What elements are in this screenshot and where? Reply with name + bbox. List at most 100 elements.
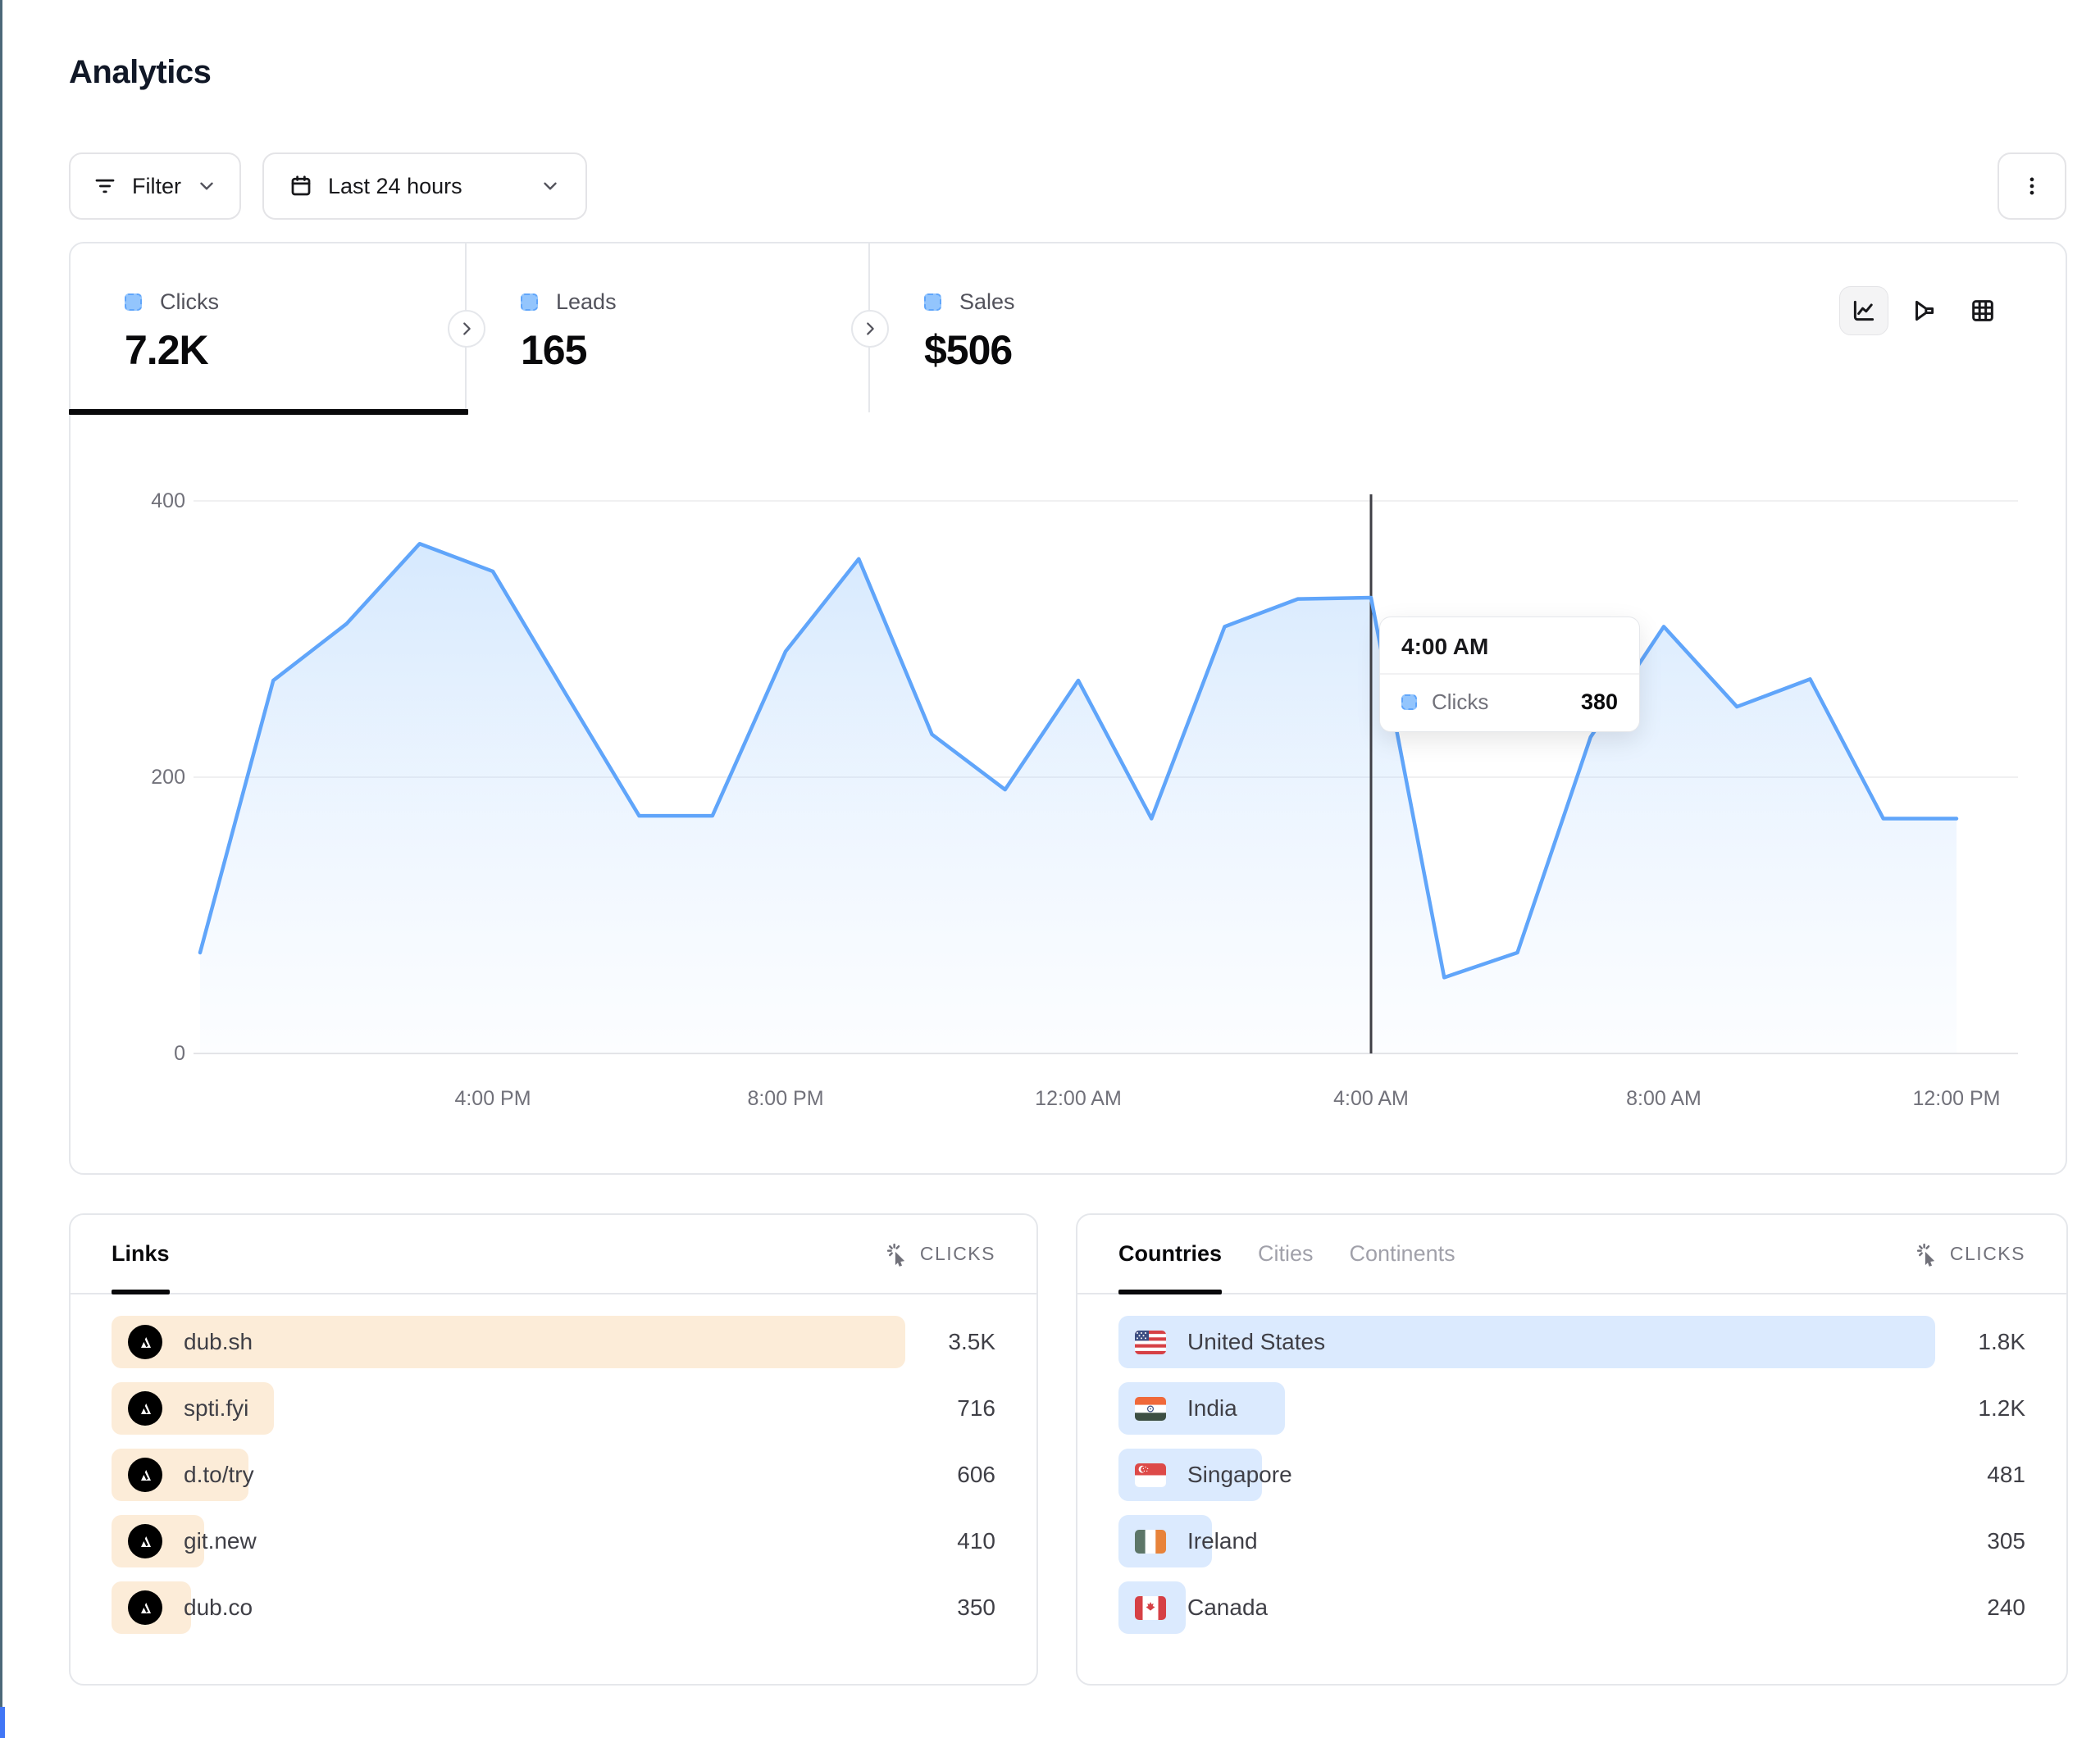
x-axis-tick-label: 12:00 AM <box>1035 1087 1122 1110</box>
dub-logo-icon <box>128 1391 162 1426</box>
tab-countries[interactable]: Countries <box>1118 1215 1223 1294</box>
country-row[interactable]: Canada 240 <box>1118 1581 2025 1634</box>
row-value: 3.5K <box>948 1329 995 1354</box>
row-label: Ireland <box>1187 1528 1258 1554</box>
ie-flag-icon <box>1135 1529 1166 1554</box>
country-row[interactable]: Singapore 481 <box>1118 1449 2025 1501</box>
link-row[interactable]: git.new 410 <box>112 1515 995 1567</box>
dub-logo-icon <box>128 1590 162 1625</box>
stat-value: 7.2K <box>125 327 209 373</box>
row-label: Singapore <box>1187 1462 1292 1487</box>
country-row[interactable]: United States 1.8K <box>1118 1316 2025 1368</box>
stat-label: Sales <box>959 289 1015 314</box>
row-value: 481 <box>1987 1462 2025 1487</box>
row-label: India <box>1187 1395 1237 1421</box>
tab-cities[interactable]: Cities <box>1258 1241 1314 1266</box>
country-row[interactable]: Ireland 305 <box>1118 1515 2025 1567</box>
bar-area: dub.sh <box>112 1316 905 1368</box>
stats-row: Clicks 7.2K Leads 165 Sales $506 <box>69 243 2066 415</box>
countries-metric-toggle[interactable]: CLICKS <box>1916 1242 2025 1267</box>
bottom-left-fragment <box>0 1707 5 1738</box>
link-row[interactable]: spti.fyi 716 <box>112 1382 995 1435</box>
link-row[interactable]: dub.co 350 <box>112 1581 995 1634</box>
y-axis-tick-label: 0 <box>174 1042 185 1065</box>
chevron-down-icon <box>196 175 217 197</box>
bar-area: dub.co <box>112 1581 905 1634</box>
date-range-button[interactable]: Last 24 hours <box>262 152 587 220</box>
grid-icon <box>1969 297 1997 325</box>
sales-legend-swatch <box>924 293 941 311</box>
dub-logo-icon <box>128 1524 162 1558</box>
countries-panel: Countries Cities Continents CLICKS United … <box>1076 1213 2068 1686</box>
filter-button-label: Filter <box>132 173 181 198</box>
chart-view-toggles <box>1839 286 2007 335</box>
countries-metric-label: CLICKS <box>1949 1243 2025 1264</box>
x-axis-tick-label: 12:00 PM <box>1912 1087 2000 1110</box>
bar-area: spti.fyi <box>112 1382 905 1435</box>
date-range-label: Last 24 hours <box>328 173 462 198</box>
row-label: dub.sh <box>184 1329 253 1354</box>
bar-area: Ireland <box>1118 1515 1935 1567</box>
chevron-right-button[interactable] <box>851 310 889 348</box>
line-chart-view-button[interactable] <box>1839 286 1888 335</box>
y-axis-tick-label: 200 <box>151 766 185 789</box>
tooltip-time: 4:00 AM <box>1380 617 1639 675</box>
filter-button[interactable]: Filter <box>69 152 241 220</box>
calendar-icon <box>289 174 313 198</box>
row-label: United States <box>1187 1329 1326 1354</box>
ca-flag-icon <box>1135 1595 1166 1620</box>
x-axis-tick-label: 8:00 AM <box>1626 1087 1701 1110</box>
chevron-right-button[interactable] <box>448 310 485 348</box>
row-value: 606 <box>957 1462 995 1487</box>
x-axis-tick-label: 8:00 PM <box>747 1087 823 1110</box>
value-bar <box>1118 1316 1935 1368</box>
active-stat-underline <box>69 409 468 415</box>
cursor-click-icon <box>886 1242 910 1267</box>
analytics-card: Clicks 7.2K Leads 165 Sales $506 <box>69 242 2067 1175</box>
leads-legend-swatch <box>521 293 538 311</box>
stat-tab-leads[interactable]: Leads 165 <box>467 243 870 412</box>
link-row[interactable]: dub.sh 3.5K <box>112 1316 995 1368</box>
row-label: dub.co <box>184 1595 253 1620</box>
x-axis-tick-label: 4:00 PM <box>454 1087 531 1110</box>
funnel-icon <box>1910 297 1938 325</box>
bar-area: Singapore <box>1118 1449 1935 1501</box>
page-left-edge-divider <box>0 0 2 1738</box>
links-metric-toggle[interactable]: CLICKS <box>886 1242 995 1267</box>
country-row[interactable]: India 1.2K <box>1118 1382 2025 1435</box>
chart-tooltip: 4:00 AM Clicks 380 <box>1379 616 1640 732</box>
funnel-view-button[interactable] <box>1900 287 1947 334</box>
tooltip-series-swatch <box>1401 694 1417 710</box>
bar-area: United States <box>1118 1316 1935 1368</box>
clicks-series-line <box>198 541 1959 980</box>
links-panel: Links CLICKS dub.sh 3.5K spti.fyi 716 d.to/t… <box>69 1213 1038 1686</box>
row-value: 1.8K <box>1978 1329 2025 1354</box>
row-value: 305 <box>1987 1528 2025 1554</box>
link-row[interactable]: d.to/try 606 <box>112 1449 995 1501</box>
tooltip-value: 380 <box>1580 689 1618 714</box>
more-options-button[interactable] <box>1998 152 2066 220</box>
row-label: d.to/try <box>184 1462 254 1487</box>
stat-tab-clicks[interactable]: Clicks 7.2K <box>69 243 468 415</box>
row-label: Canada <box>1187 1595 1269 1620</box>
table-view-button[interactable] <box>1959 287 2007 334</box>
links-metric-label: CLICKS <box>919 1243 995 1264</box>
row-label: git.new <box>184 1528 257 1554</box>
cursor-click-icon <box>1916 1242 1940 1267</box>
filter-lines-icon <box>93 174 117 198</box>
stat-value: 165 <box>521 327 587 373</box>
tab-continents[interactable]: Continents <box>1349 1241 1455 1266</box>
row-value: 240 <box>1987 1595 2025 1620</box>
y-axis-tick-label: 400 <box>151 489 185 512</box>
tab-links[interactable]: Links <box>112 1215 170 1294</box>
chevron-down-icon <box>540 175 561 197</box>
in-flag-icon <box>1135 1396 1166 1421</box>
stat-label: Clicks <box>160 289 219 314</box>
sg-flag-icon <box>1135 1463 1166 1487</box>
clicks-legend-swatch <box>125 293 142 311</box>
clicks-area-chart[interactable]: 0 200 400 4:00 PM 8:00 PM 12:00 AM 4:00 AM 8:00… <box>71 412 2069 1175</box>
bar-area: git.new <box>112 1515 905 1567</box>
stat-tab-sales[interactable]: Sales $506 <box>870 243 2066 412</box>
bar-area: Canada <box>1118 1581 1935 1634</box>
row-value: 716 <box>957 1395 995 1421</box>
